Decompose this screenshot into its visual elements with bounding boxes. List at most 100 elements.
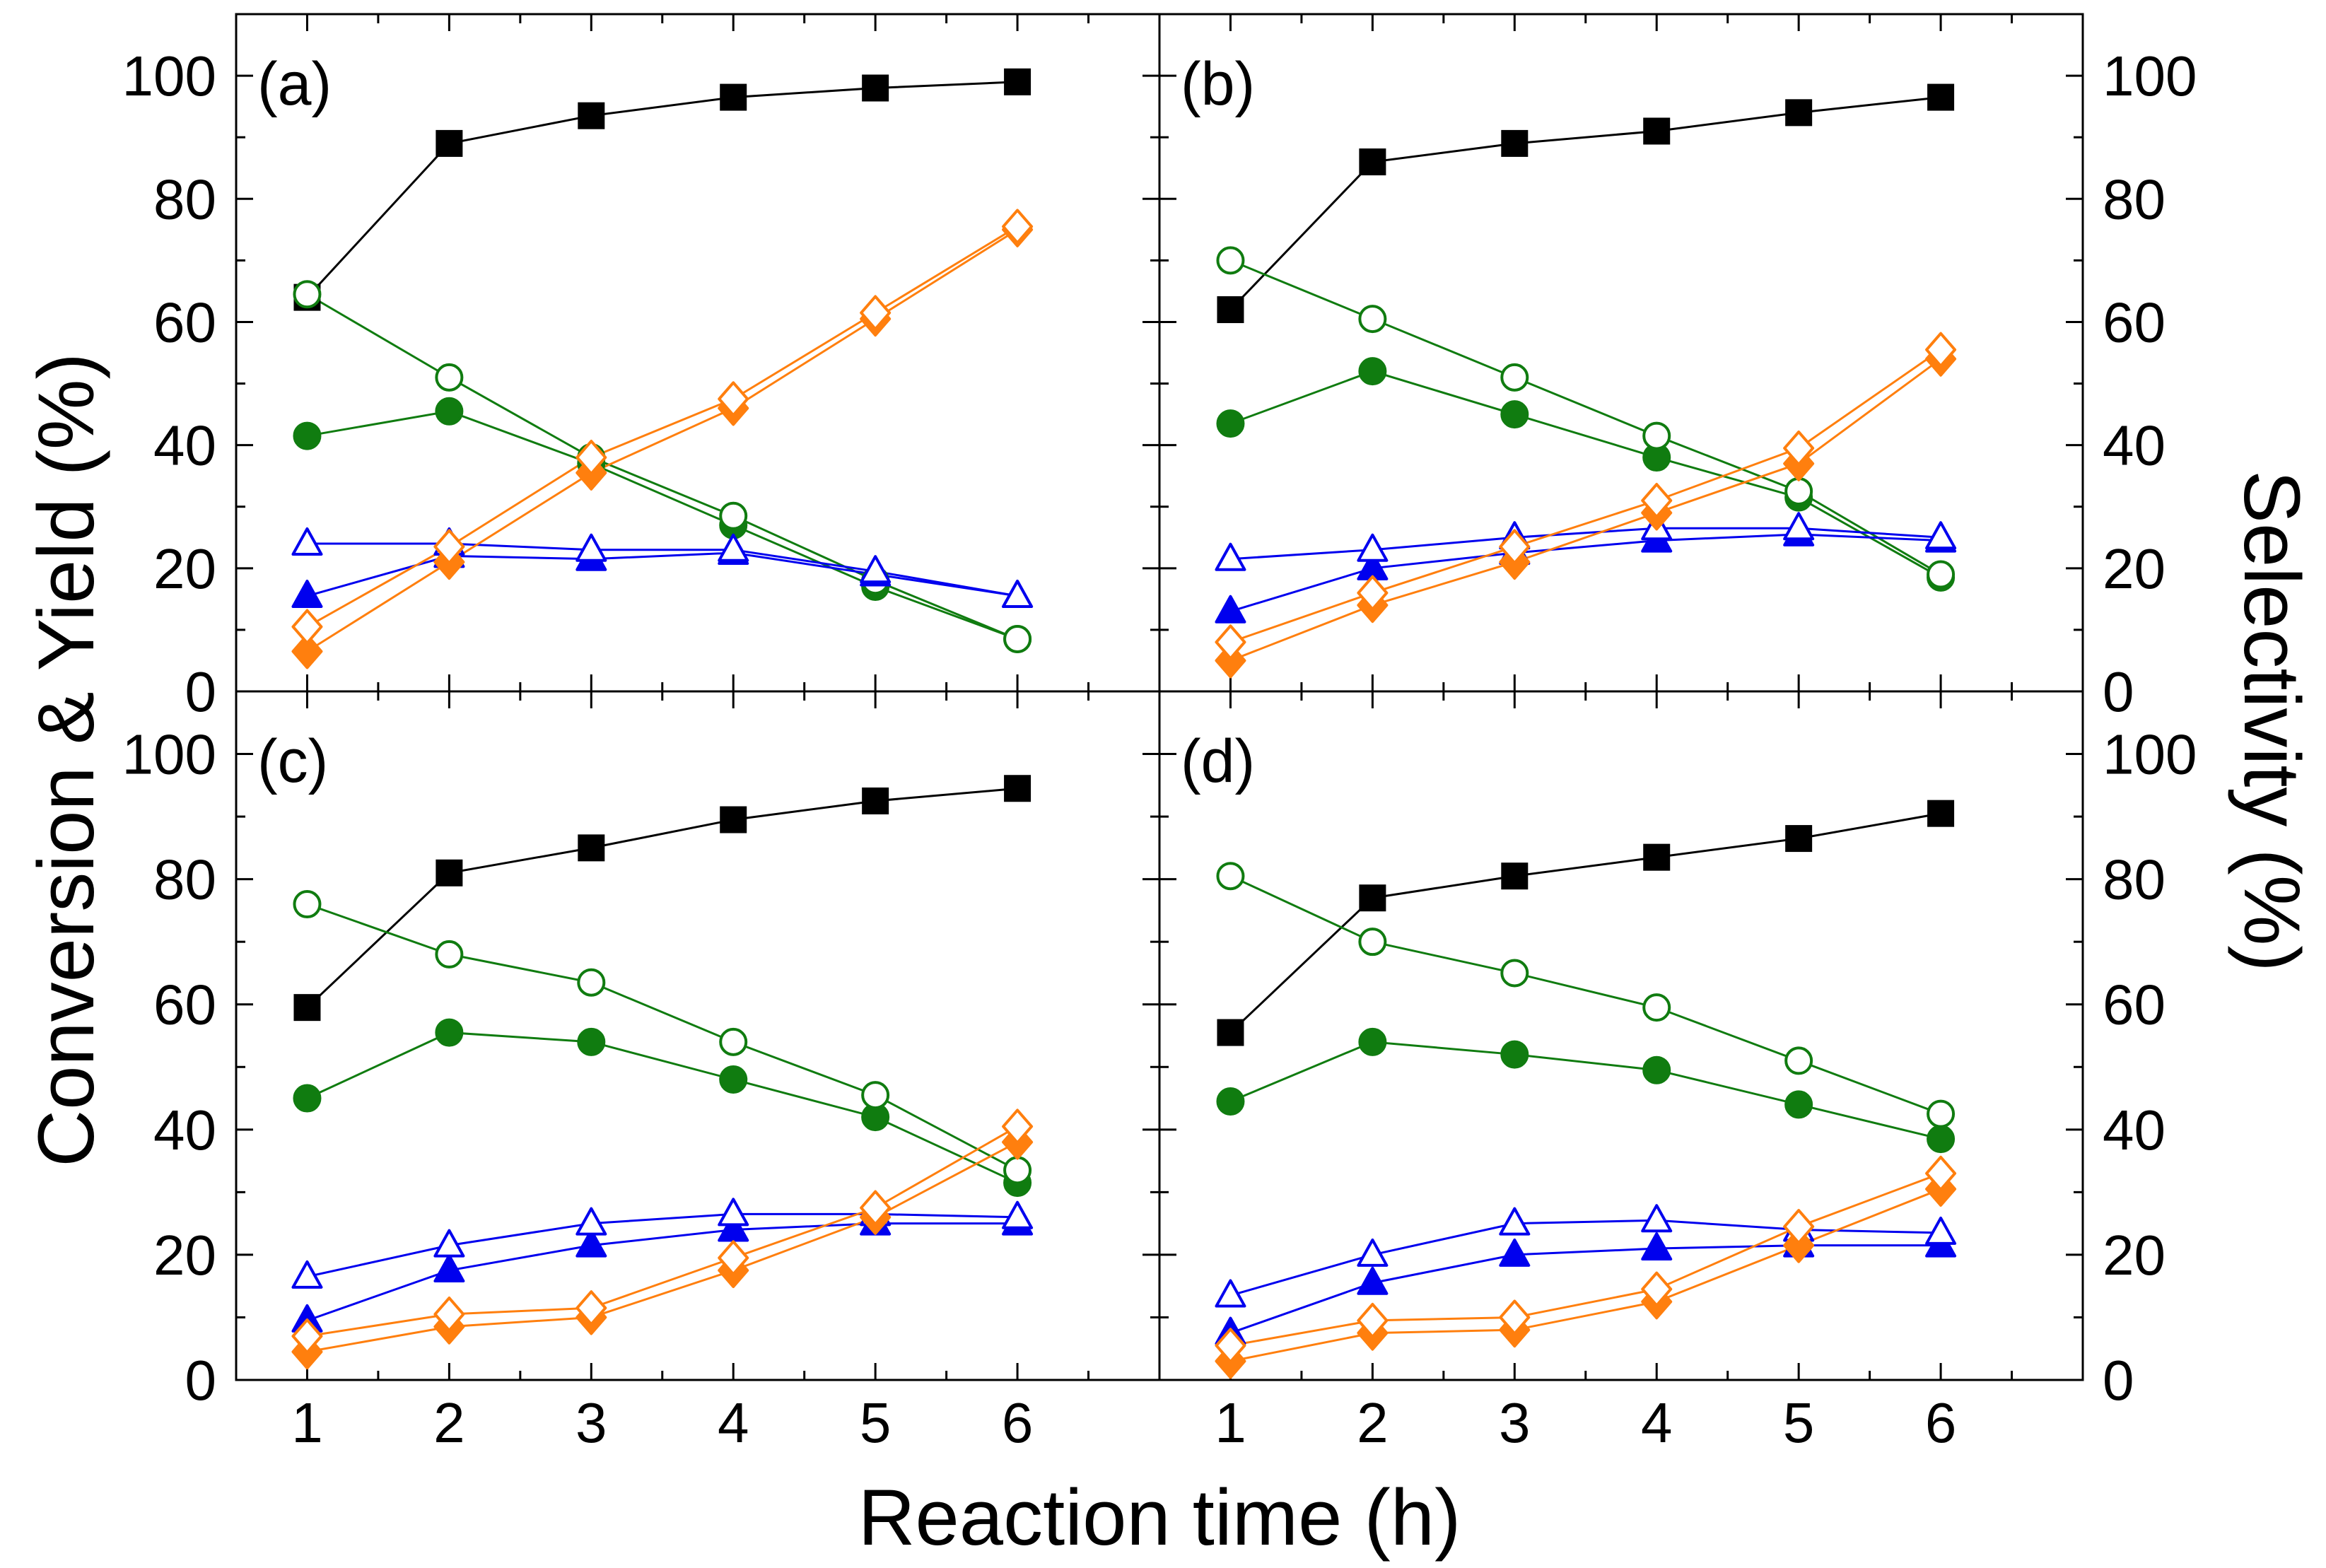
open-circle-series [293,890,1032,1185]
open-circle-series-line [1229,259,1941,575]
filled-square-marker [862,787,889,814]
filled-square-marker [1927,800,1955,827]
y-tick-label-right: 100 [2103,723,2197,786]
open-diamond-marker [291,1318,323,1355]
open-triangle-marker [575,1207,607,1236]
open-triangle-series [1215,1204,1957,1308]
open-circle-marker [1358,305,1387,334]
panel-label: (c) [257,727,328,795]
panel-frame [1158,690,2084,1381]
open-circle-series [1216,246,1956,589]
open-diamond-marker [1925,332,1957,368]
filled-triangle-series [1215,1229,1957,1345]
y-tick-label-right: 20 [2103,1224,2166,1287]
open-diamond-series [1215,332,1957,660]
open-diamond-series [291,209,1034,645]
filled-square-marker [1785,825,1813,853]
open-circle-marker [1927,1099,1956,1128]
filled-triangle-series-line [1229,1244,1941,1335]
x-tick-label: 3 [1499,1391,1531,1454]
open-diamond-marker [1641,1271,1673,1307]
open-triangle-marker [1925,1216,1957,1245]
y-tick-label-left: 100 [122,45,216,107]
open-circle-marker [1216,862,1245,891]
y-tick-label-left: 40 [153,1099,216,1162]
open-diamond-marker [1499,529,1531,565]
y-tick-label-left: 100 [122,723,216,786]
filled-square-marker [293,994,321,1022]
open-diamond-marker [575,440,607,476]
open-triangle-series-line [1230,527,1941,561]
filled-diamond-series-line [1229,358,1941,662]
open-triangle-marker [1783,512,1815,541]
open-circle-marker [1784,476,1813,505]
open-circle-marker [1500,363,1529,392]
filled-square-series-line [306,787,1018,1009]
open-diamond-marker [1215,1328,1246,1364]
open-circle-marker [1500,959,1529,988]
filled-circle-series-line [1229,370,1941,579]
panel-b: 0 20 40 60 80 100 (b) [1158,13,2197,723]
y-tick-label-left: 20 [153,537,216,600]
filled-circle-series-line [307,410,1018,640]
filled-circle-marker [1500,400,1529,429]
panel-a: 0 20 40 60 80 100 (a) [122,13,1161,723]
open-diamond-marker [1783,1209,1815,1245]
y-tick-label-right: 80 [2103,848,2166,911]
filled-square-marker [1501,862,1529,890]
filled-circle-series [293,397,1032,653]
open-diamond-marker [718,381,749,417]
filled-circle-series [293,1018,1032,1198]
open-diamond-series-line [1229,349,1941,643]
open-diamond-series-line [306,226,1018,628]
filled-triangle-series [1215,517,1957,624]
open-circle-marker [1003,1156,1032,1185]
open-diamond-marker [433,529,465,565]
open-circle-marker [1216,246,1245,275]
filled-square-marker [1785,99,1813,127]
open-circle-series [293,280,1032,653]
panel-label: (b) [1181,50,1255,118]
filled-diamond-series-line [307,1141,1018,1353]
open-circle-marker [435,940,464,969]
filled-square-marker [1643,843,1671,871]
y-tick-label-left: 60 [153,291,216,353]
filled-circle-marker [1500,1040,1529,1069]
filled-square-marker [1217,296,1244,324]
open-diamond-marker [860,1190,892,1226]
open-triangle-marker [291,527,323,556]
open-diamond-marker [1357,1302,1389,1338]
filled-triangle-marker [1499,1238,1531,1267]
x-tick-label: 2 [433,1391,465,1454]
filled-square-marker [1643,117,1671,145]
x-tick-label: 6 [1002,1391,1034,1454]
filled-triangle-marker [1215,595,1246,624]
filled-diamond-marker [1783,1227,1815,1263]
filled-triangle-series-line [306,1222,1018,1322]
open-diamond-marker [575,1290,607,1326]
y-tick-label-right: 40 [2103,1099,2166,1162]
y-tick-label-right: 40 [2103,414,2166,477]
open-triangle-marker [718,1198,749,1227]
open-triangle-marker [1215,1279,1246,1308]
y-tick-label-right: 20 [2103,537,2166,600]
y-tick-label-left: 0 [185,660,217,723]
filled-circle-series-line [306,1031,1018,1184]
x-tick-label: 5 [860,1391,892,1454]
filled-circle-marker [577,1027,606,1056]
filled-square-marker [578,102,605,129]
filled-square-series [1217,800,1955,1046]
y-tick-label-left: 80 [153,848,216,911]
filled-diamond-marker [291,633,323,669]
filled-square-series [293,775,1031,1022]
filled-diamond-series [1215,341,1957,679]
filled-square-marker [1501,129,1529,157]
open-diamond-marker [1002,1108,1034,1145]
filled-circle-marker [435,397,464,426]
y-tick-label-left: 0 [185,1349,217,1412]
filled-triangle-marker [291,580,323,609]
filled-circle-marker [1216,409,1245,438]
filled-diamond-series [1215,1171,1957,1379]
